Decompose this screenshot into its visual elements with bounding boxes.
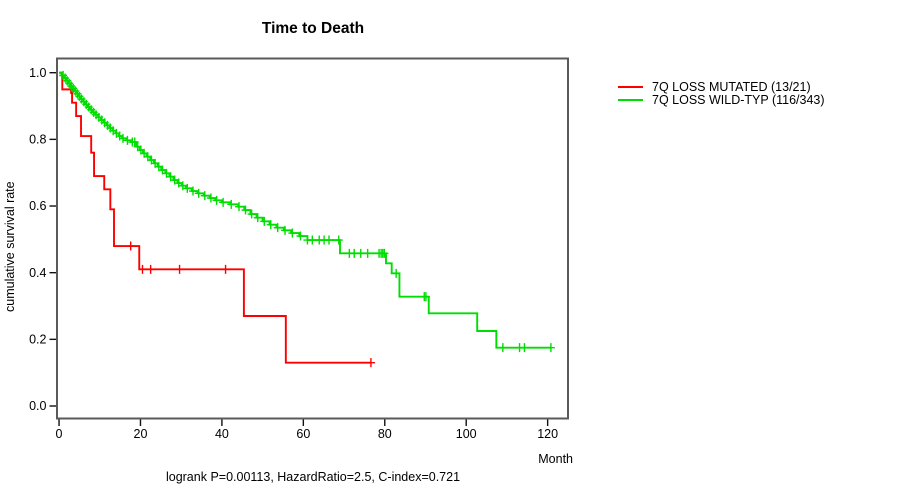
chart-title: Time to Death	[261, 20, 365, 37]
legend-item-mutated: 7Q LOSS MUTATED (13/21)	[618, 80, 825, 94]
series-curve-wildtype	[59, 71, 552, 349]
y-tick-label: 1.0	[29, 66, 46, 80]
legend-label-mutated: 7Q LOSS MUTATED (13/21)	[652, 79, 811, 94]
x-tick-label: 100	[456, 427, 477, 441]
x-tick-label: 60	[296, 427, 310, 441]
legend-item-wildtype: 7Q LOSS WILD-TYP (116/343)	[618, 93, 825, 108]
x-tick-label: 40	[215, 427, 229, 441]
y-tick-label: 0.8	[29, 133, 46, 147]
y-tick-label: 0.6	[29, 199, 46, 213]
legend-label-wildtype: 7Q LOSS WILD-TYP (116/343)	[652, 93, 825, 108]
y-tick-label: 0.2	[29, 333, 46, 347]
censor-marks-wildtype	[59, 70, 555, 353]
x-tick-label: 80	[378, 427, 392, 441]
y-tick-label: 0.0	[29, 399, 46, 413]
x-tick-label: 20	[134, 427, 148, 441]
plot-box	[56, 57, 569, 420]
legend-swatch-mutated-line	[618, 85, 643, 88]
legend-swatch-wildtype-line	[618, 99, 643, 102]
footer-annotation: logrank P=0.00113, HazardRatio=2.5, C-in…	[165, 470, 461, 484]
x-tick-label: 120	[537, 427, 558, 441]
y-tick-label: 0.4	[29, 266, 46, 280]
x-tick-label: 0	[56, 427, 63, 441]
y-axis-label: cumulative survival rate	[3, 181, 17, 312]
legend: 7Q LOSS MUTATED (13/21) 7Q LOSS WILD-TYP…	[618, 80, 825, 107]
series-curve-mutated	[59, 71, 371, 364]
x-axis-label: Month	[538, 452, 573, 466]
